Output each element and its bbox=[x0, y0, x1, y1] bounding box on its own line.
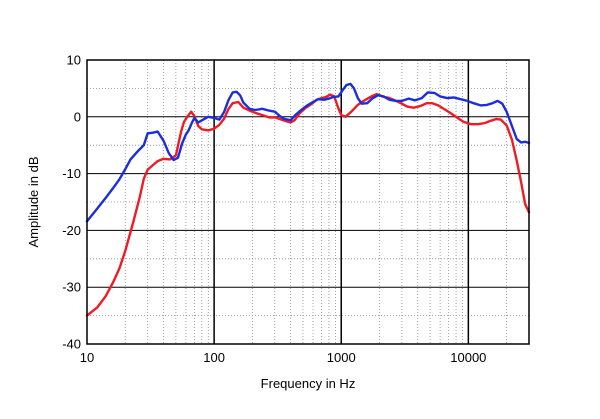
x-tick-label: 10 bbox=[80, 350, 94, 365]
y-tick-label: -40 bbox=[62, 337, 81, 352]
x-axis-label: Frequency in Hz bbox=[261, 376, 356, 391]
x-tick-label: 100 bbox=[203, 350, 225, 365]
minor-grid bbox=[87, 60, 530, 344]
plot-frame bbox=[86, 59, 530, 345]
major-grid bbox=[87, 60, 529, 344]
y-axis-label: Amplitude in dB bbox=[26, 156, 41, 247]
series-line-2 bbox=[85, 82, 531, 223]
y-tick-label: 10 bbox=[67, 53, 81, 68]
y-tick-label: -10 bbox=[62, 166, 81, 181]
y-tick-label: 0 bbox=[74, 109, 81, 124]
series-layer bbox=[85, 82, 531, 317]
x-tick-label: 1000 bbox=[327, 350, 356, 365]
y-tick-label: -30 bbox=[62, 280, 81, 295]
y-tick-label: -20 bbox=[62, 223, 81, 238]
x-tick-label: 10000 bbox=[450, 350, 486, 365]
